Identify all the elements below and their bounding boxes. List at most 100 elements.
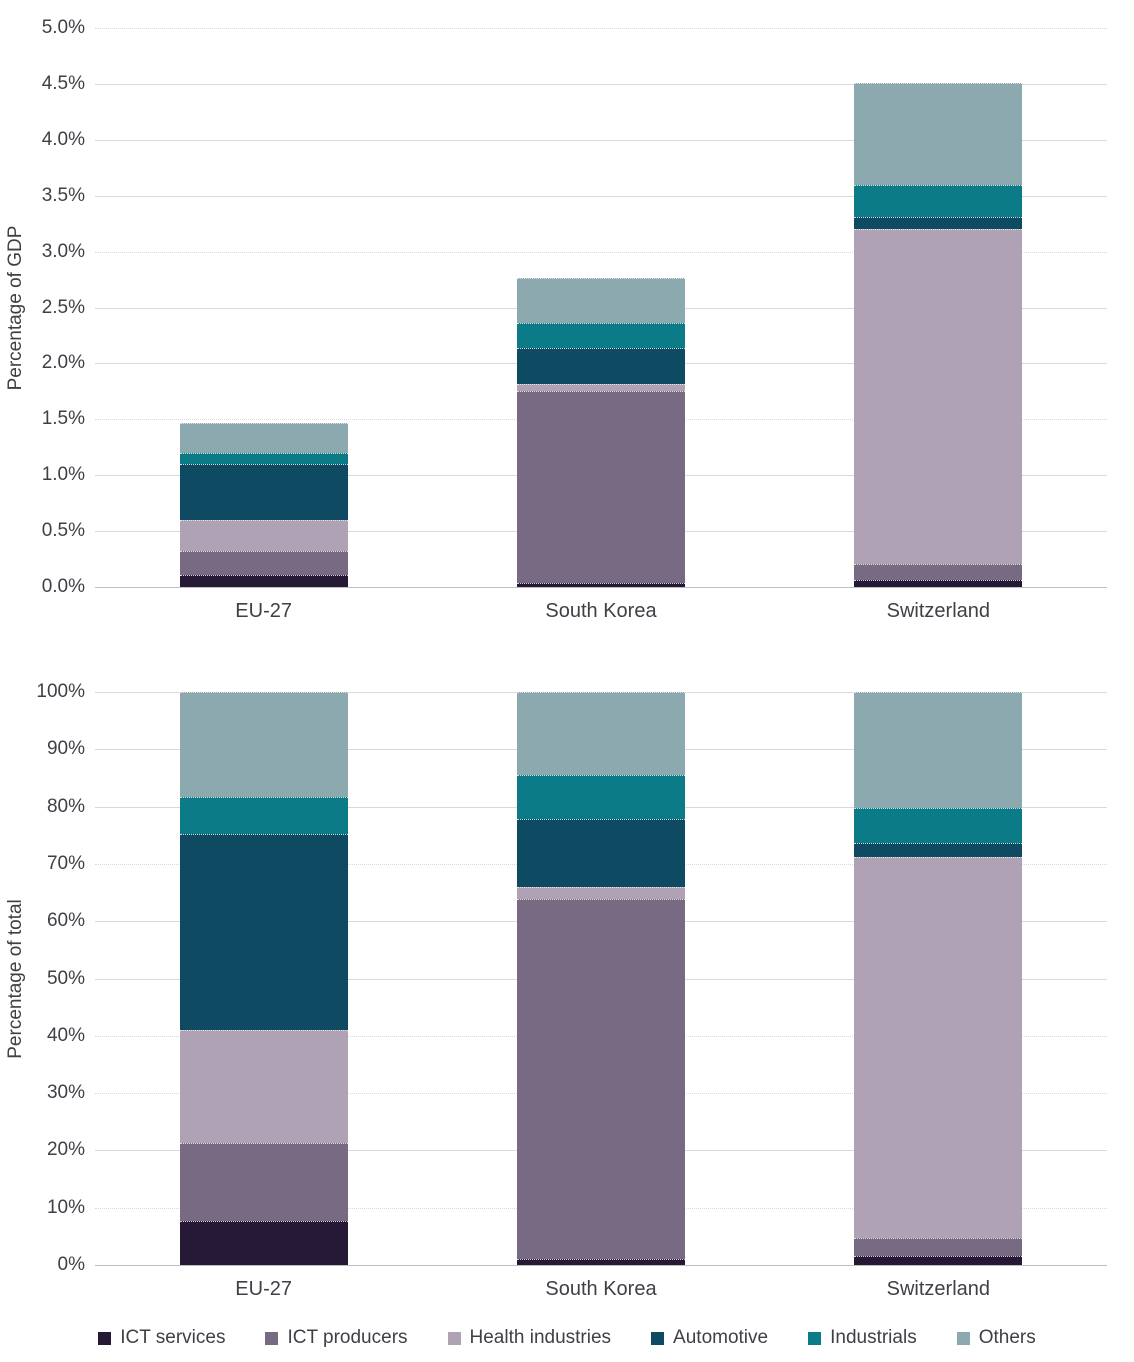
y-tick-label: 60% [46,910,85,932]
y-tick-label: 4.0% [41,128,85,150]
legend-swatch-icon [265,1331,279,1345]
legend-item-ict-services: ICT services [98,1327,225,1349]
legend-label: Industrials [830,1327,917,1348]
y-tick-label: 100% [36,681,85,702]
share-plot-area [95,692,1107,1266]
y-tick-label: 2.5% [41,296,85,318]
legend-swatch-icon [956,1331,970,1345]
segment-ict-services [517,582,685,587]
legend-swatch-icon [808,1331,822,1345]
segment-automotive [517,818,685,888]
y-tick-label: 0.5% [41,520,85,542]
legend-label: ICT services [120,1327,226,1348]
gridline [95,195,1107,197]
bar-south-korea [517,28,685,587]
y-tick-label: 3.0% [41,240,85,262]
legend-item-others: Others [956,1327,1036,1349]
chart-legend: ICT services ICT producers Health industri… [0,1322,1134,1354]
y-tick-label: 40% [46,1024,85,1046]
segment-ict-services [854,1256,1023,1265]
segment-others [179,422,348,453]
segment-industrials [179,452,348,465]
segment-automotive [854,843,1023,858]
legend-item-automotive: Automotive [651,1327,768,1349]
bar-eu-27 [179,28,348,587]
segment-ict-producers [854,1237,1023,1257]
x-category-label: Switzerland [886,600,991,622]
segment-ict-producers [854,563,1023,581]
legend-swatch-icon [98,1331,112,1345]
gridline [95,83,1107,85]
x-category-label: South Korea [545,1278,657,1300]
segment-automotive [179,464,348,520]
legend-swatch-icon [651,1331,665,1345]
segment-ict-producers [517,391,685,583]
legend-label: Health industries [469,1327,612,1348]
segment-industrials [179,796,348,834]
y-tick-label: 4.5% [41,72,85,94]
bar-switzerland [854,692,1023,1265]
x-axis-line [95,587,1107,588]
segment-automotive [179,833,348,1031]
segment-others [517,692,685,775]
segment-ict-services [517,1259,685,1265]
segment-ict-services [179,574,348,587]
y-tick-label: 2.0% [41,352,85,374]
y-tick-label: 50% [46,967,85,989]
segment-others [854,82,1023,185]
bar-eu-27 [179,692,348,1265]
segment-ict-producers [179,1142,348,1221]
segment-automotive [517,347,685,384]
bar-south-korea [517,692,685,1265]
y-tick-label: 10% [46,1196,85,1218]
y-tick-label: 20% [46,1139,85,1161]
segment-industrials [854,184,1023,217]
segment-others [179,692,348,797]
segment-industrials [517,323,685,348]
segment-ict-producers [179,551,348,575]
legend-item-health-industries: Health industries [447,1327,612,1349]
segment-industrials [517,774,685,819]
x-category-label: EU-27 [235,1278,292,1300]
legend-label: Others [978,1327,1036,1348]
share-stacked-bar-chart: Percentage of total 100% 90% 80% 70% 60% 50% 4… [0,681,1134,1317]
segment-health-industries [517,887,685,900]
segment-health-industries [854,857,1023,1238]
gridline [95,139,1107,141]
segment-ict-services [854,580,1023,587]
y-tick-label: 1.0% [41,464,85,486]
segment-ict-services [179,1220,348,1265]
y-tick-label: 30% [46,1082,85,1104]
bar-switzerland [854,28,1023,587]
segment-health-industries [179,519,348,552]
segment-others [517,278,685,324]
segment-health-industries [179,1030,348,1143]
y-tick-label: 3.5% [41,184,85,206]
y-tick-label: 5.0% [41,17,85,38]
segment-health-industries [517,383,685,392]
legend-item-ict-producers: ICT producers [265,1327,408,1349]
y-tick-label: 0.0% [41,576,85,597]
segment-health-industries [854,229,1023,564]
y-tick-label: 1.5% [41,408,85,430]
legend-item-industrials: Industrials [808,1327,917,1349]
segment-industrials [854,807,1023,844]
gridline [95,251,1107,253]
legend-label: ICT producers [287,1327,408,1348]
y-tick-label: 80% [46,795,85,817]
y-tick-label: 0% [57,1254,85,1275]
x-category-label: EU-27 [235,600,292,622]
gdp-stacked-bar-chart: Percentage of GDP 5.0% 4.5% 4.0% 3.5% 3.0% 2.… [0,17,1134,658]
legend-swatch-icon [447,1331,461,1345]
segment-others [854,692,1023,808]
y-tick-label: 90% [46,738,85,760]
x-category-label: Switzerland [886,1278,991,1300]
segment-automotive [854,216,1023,230]
x-category-label: South Korea [545,600,657,622]
legend-label: Automotive [673,1327,769,1348]
gridline [95,28,1107,29]
y-tick-label: 70% [46,852,85,874]
segment-ict-producers [517,899,685,1260]
x-axis-line [95,1265,1107,1266]
gdp-plot-area [95,28,1107,588]
